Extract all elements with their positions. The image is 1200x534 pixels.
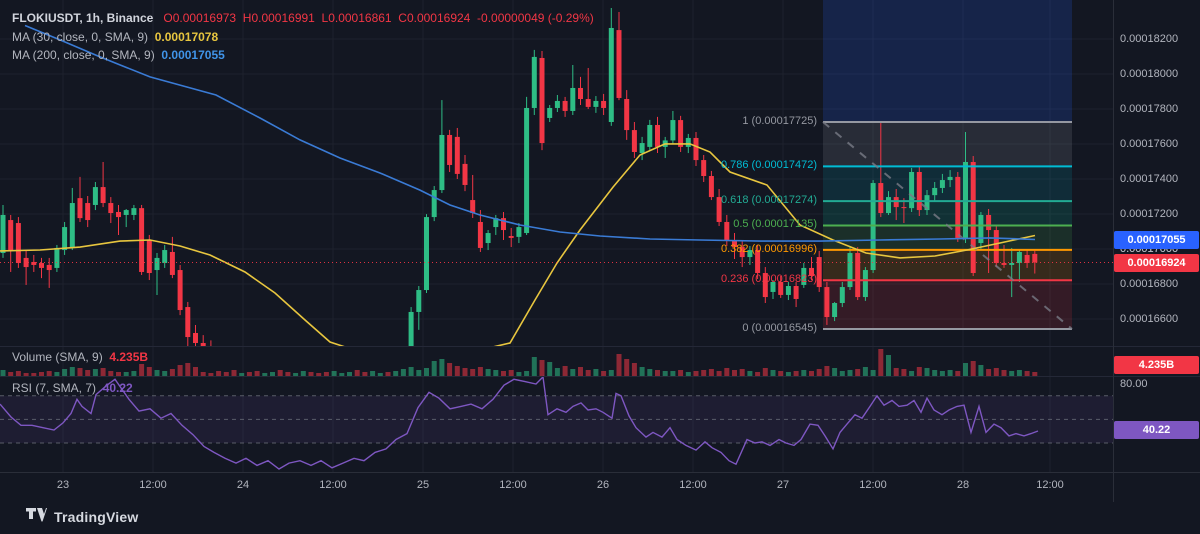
rsi-value: 40.22 xyxy=(102,381,133,395)
ma200-value: 0.00017055 xyxy=(161,48,225,62)
time-axis-label: 24 xyxy=(236,479,250,491)
rsi-label: RSI (7, SMA, 7) xyxy=(12,381,97,395)
fib-label-0.786: 0.786 (0.00017472) xyxy=(720,159,817,172)
fib-label-0.382: 0.382 (0.00016996) xyxy=(720,242,817,255)
price-axis-label: 0.00017400 xyxy=(1120,173,1179,185)
price-axis-label: 0.00017200 xyxy=(1120,208,1179,220)
chart-volume-divider[interactable] xyxy=(0,346,1200,347)
price-axis-label: 0.00016600 xyxy=(1120,313,1179,325)
candlesticks[interactable] xyxy=(0,7,1038,393)
fib-label-1: 1 (0.00017725) xyxy=(742,115,817,127)
tradingview-logo-text: TradingView xyxy=(54,508,139,525)
fib-label-0.5: 0.5 (0.00017135) xyxy=(733,218,817,231)
rsi-line xyxy=(0,375,1039,470)
last-price-badge: 0.00016924 xyxy=(1114,254,1199,272)
ma30-legend-row[interactable]: MA (30, close, 0, SMA, 9) 0.00017078 xyxy=(12,30,218,44)
ma30-value: 0.00017078 xyxy=(154,30,219,44)
volume-badge: 4.235B xyxy=(1114,356,1199,374)
price-axis-separator xyxy=(1113,0,1114,502)
time-axis-divider xyxy=(0,472,1200,473)
fib-label-0.618: 0.618 (0.00017274) xyxy=(720,194,817,207)
price-axis-label: 0.00018200 xyxy=(1120,33,1179,45)
tradingview-logo-icon xyxy=(26,508,47,522)
time-axis-label: 12:00 xyxy=(1036,479,1064,491)
ohlc-change: -0.00000049 (-0.29%) xyxy=(477,11,594,25)
tradingview-logo[interactable]: TradingView xyxy=(26,508,138,525)
price-axis-label: 0.00017800 xyxy=(1120,103,1179,115)
symbol-title[interactable]: FLOKIUSDT, 1h, Binance xyxy=(12,11,154,25)
chart-plot-area[interactable] xyxy=(0,0,1113,472)
ma30-label: MA (30, close, 0, SMA, 9) xyxy=(12,30,149,44)
ohlc-high: H0.00016991 xyxy=(242,11,315,25)
ohlc-open: O0.00016973 xyxy=(163,11,237,25)
ma30-line xyxy=(0,143,1036,346)
ohlc-close: C0.00016924 xyxy=(398,11,471,25)
price-axis-label: 0.00018000 xyxy=(1120,68,1179,80)
rsi-axis-label-80: 80.00 xyxy=(1120,378,1148,390)
volume-bars xyxy=(0,349,1038,376)
time-axis-label: 12:00 xyxy=(859,479,887,491)
time-axis-label: 26 xyxy=(596,479,610,491)
time-axis-label: 12:00 xyxy=(679,479,707,491)
price-axis-label: 0.00016800 xyxy=(1120,278,1179,290)
fib-level-lines[interactable] xyxy=(822,121,1073,330)
rsi-badge: 40.22 xyxy=(1114,421,1199,439)
symbol-legend-row[interactable]: FLOKIUSDT, 1h, Binance O0.00016973 H0.00… xyxy=(12,11,594,25)
time-axis-label: 27 xyxy=(776,479,790,491)
ma200-line xyxy=(24,24,1036,242)
fib-label-0: 0 (0.00016545) xyxy=(742,321,817,334)
ma200-price-badge: 0.00017055 xyxy=(1114,231,1199,249)
time-axis-label: 25 xyxy=(416,479,430,491)
time-axis-label: 28 xyxy=(956,479,970,491)
ma200-label: MA (200, close, 0, SMA, 9) xyxy=(12,48,155,62)
time-axis-label: 12:00 xyxy=(499,479,527,491)
volume-legend-row[interactable]: Volume (SMA, 9) 4.235B xyxy=(12,350,148,364)
volume-value: 4.235B xyxy=(109,350,149,364)
price-axis-label: 0.00017600 xyxy=(1120,138,1179,150)
volume-rsi-divider[interactable] xyxy=(0,376,1200,377)
ma200-legend-row[interactable]: MA (200, close, 0, SMA, 9) 0.00017055 xyxy=(12,48,225,62)
fib-label-0.236: 0.236 (0.00016823) xyxy=(720,273,817,286)
time-axis-label: 12:00 xyxy=(139,479,167,491)
volume-label: Volume (SMA, 9) xyxy=(12,350,103,364)
fib-retracement-fills xyxy=(823,0,1072,329)
rsi-legend-row[interactable]: RSI (7, SMA, 7) 40.22 xyxy=(12,381,133,395)
moving-averages xyxy=(0,24,1036,346)
ohlc-low: L0.00016861 xyxy=(321,11,392,25)
time-axis-label: 12:00 xyxy=(319,479,347,491)
fib-trend-line[interactable] xyxy=(822,121,1073,330)
time-axis-label: 23 xyxy=(56,479,70,491)
